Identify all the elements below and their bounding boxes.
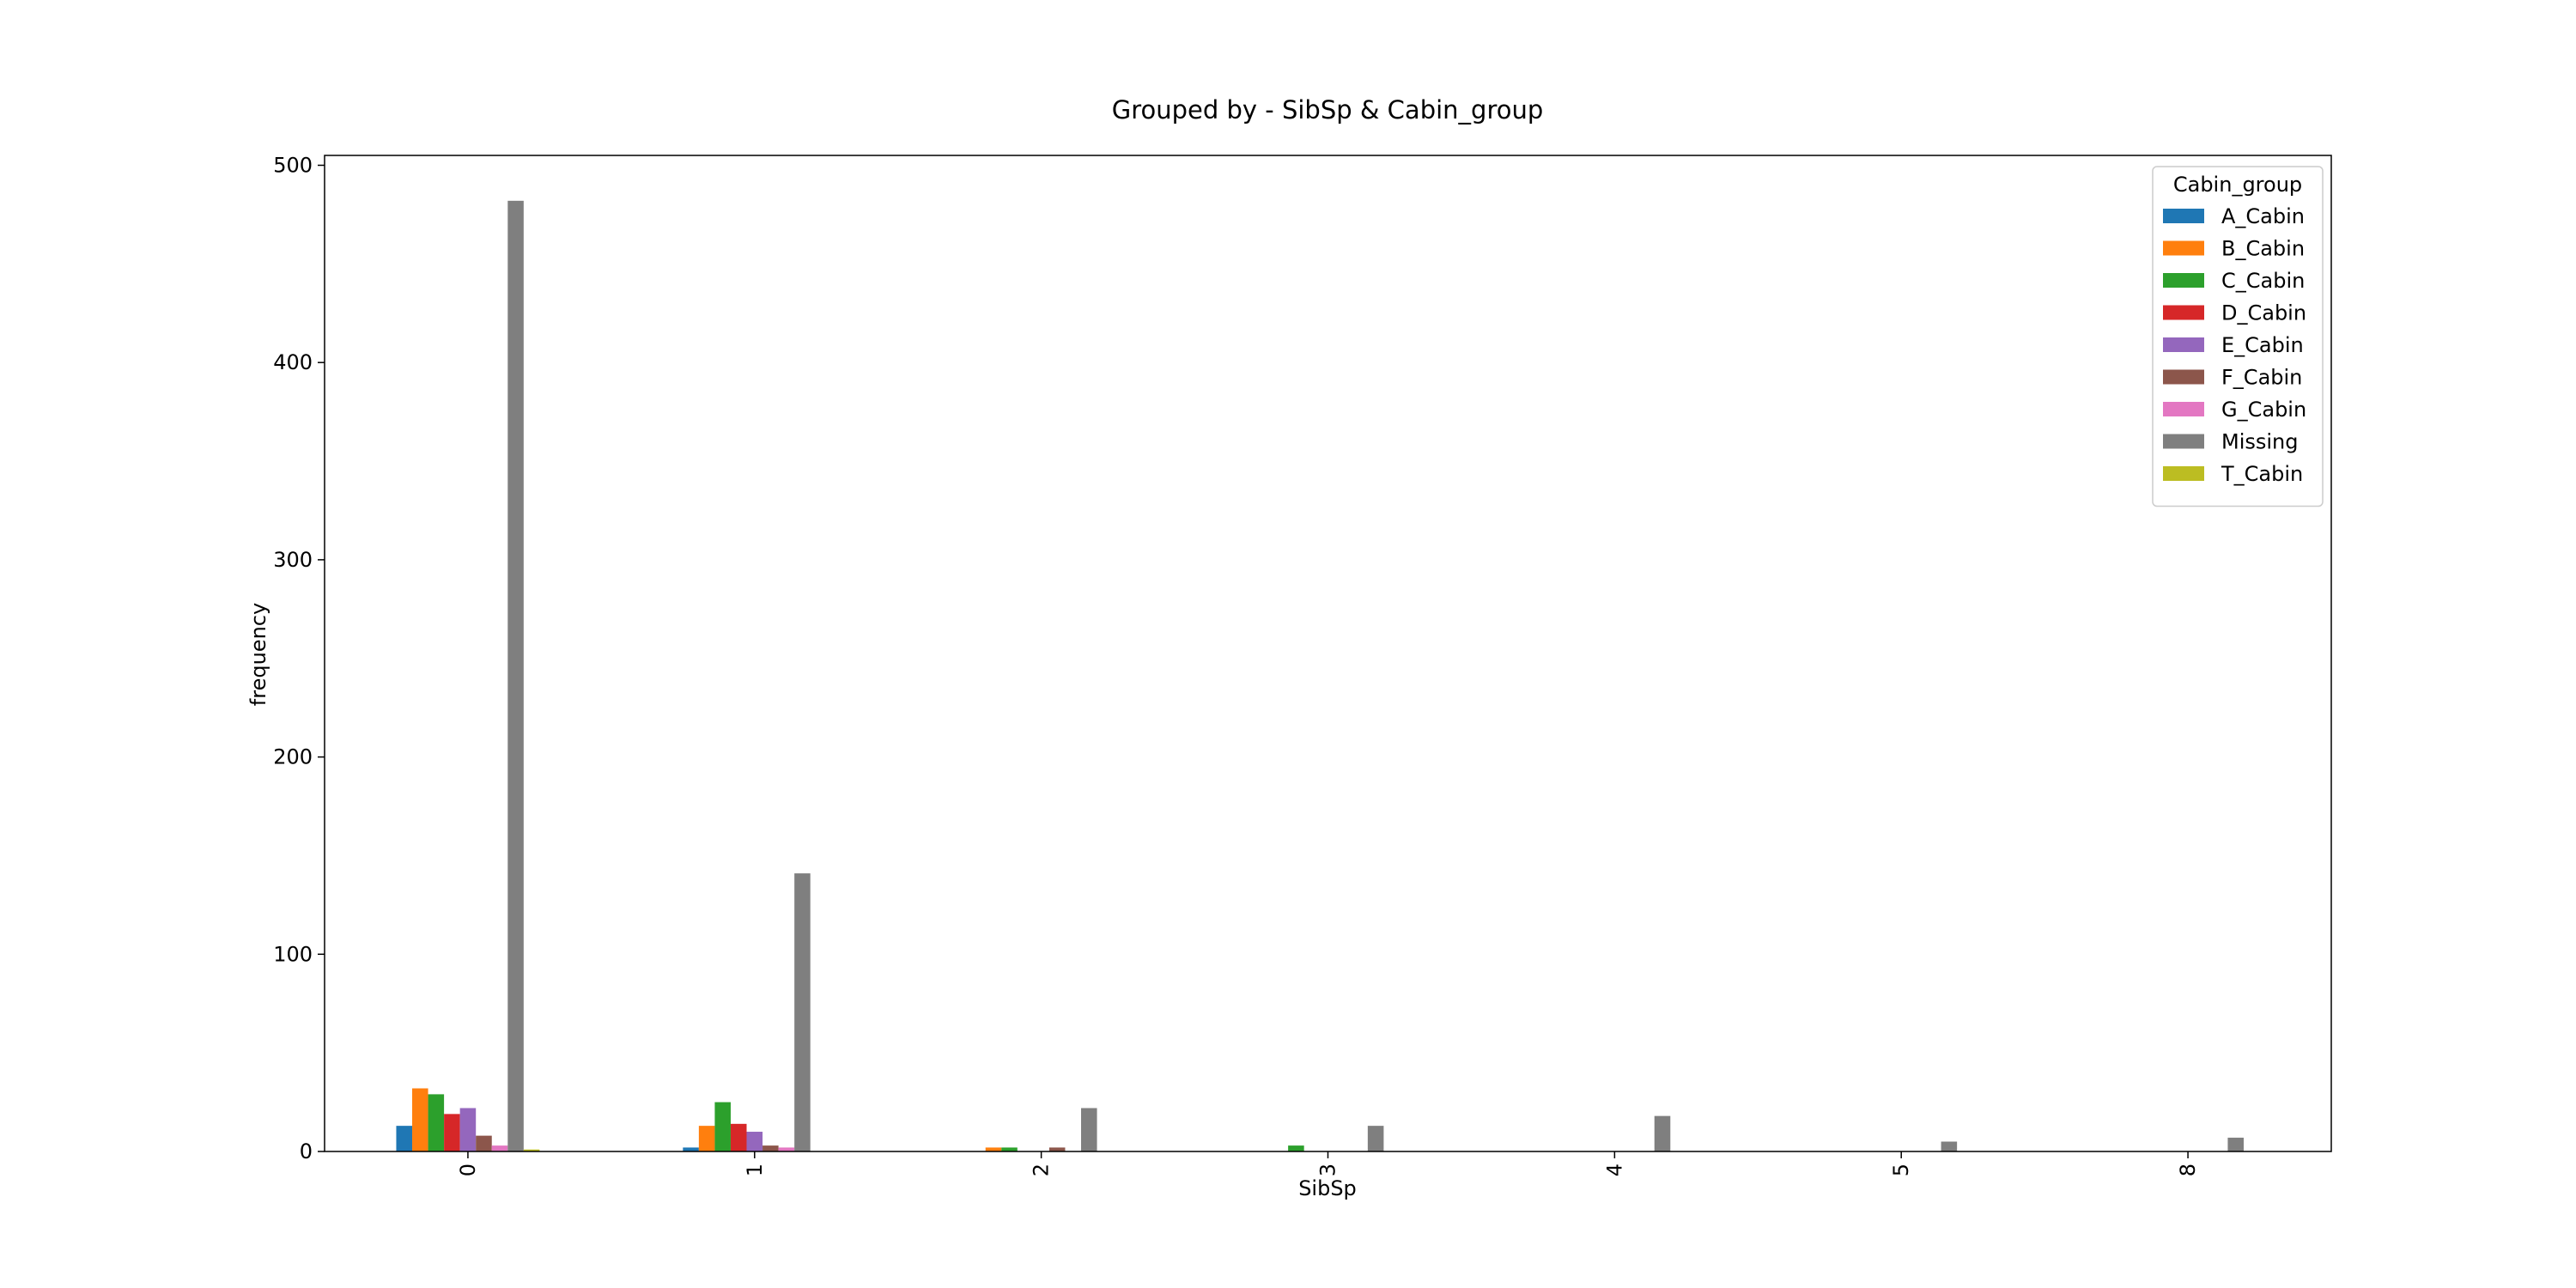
y-tick-label: 200 bbox=[273, 745, 313, 769]
bar-G_Cabin-0 bbox=[491, 1145, 508, 1151]
legend-label-F_Cabin: F_Cabin bbox=[2221, 366, 2302, 390]
legend-swatch-T_Cabin bbox=[2163, 466, 2204, 481]
x-tick-label: 4 bbox=[1602, 1163, 1626, 1176]
bar-Missing-1 bbox=[794, 873, 811, 1151]
y-tick-label: 400 bbox=[273, 350, 313, 374]
legend-label-E_Cabin: E_Cabin bbox=[2221, 333, 2304, 357]
bar-B_Cabin-1 bbox=[698, 1126, 715, 1151]
legend-label-Missing: Missing bbox=[2221, 430, 2299, 454]
legend-label-D_Cabin: D_Cabin bbox=[2221, 301, 2306, 325]
legend-title: Cabin_group bbox=[2173, 173, 2302, 197]
plot-frame bbox=[324, 155, 2332, 1152]
legend-swatch-D_Cabin bbox=[2163, 305, 2204, 320]
bar-D_Cabin-1 bbox=[730, 1123, 747, 1151]
legend-label-C_Cabin: C_Cabin bbox=[2221, 269, 2305, 293]
bar-D_Cabin-0 bbox=[444, 1114, 460, 1151]
bar-C_Cabin-0 bbox=[428, 1094, 445, 1151]
bar-C_Cabin-3 bbox=[1288, 1145, 1304, 1151]
x-tick-label: 3 bbox=[1316, 1163, 1340, 1176]
legend-swatch-F_Cabin bbox=[2163, 369, 2204, 385]
y-tick-label: 300 bbox=[273, 548, 313, 572]
x-tick-label: 8 bbox=[2176, 1163, 2200, 1176]
bar-A_Cabin-1 bbox=[683, 1147, 699, 1151]
legend-swatch-C_Cabin bbox=[2163, 273, 2204, 288]
bar-Missing-4 bbox=[1654, 1115, 1671, 1151]
y-tick-label: 0 bbox=[300, 1139, 313, 1163]
bar-Missing-5 bbox=[1941, 1141, 1958, 1151]
legend-swatch-E_Cabin bbox=[2163, 337, 2204, 352]
x-axis-label: SibSp bbox=[1298, 1176, 1357, 1200]
legend-label-T_Cabin: T_Cabin bbox=[2221, 462, 2303, 486]
bar-Missing-8 bbox=[2227, 1137, 2244, 1151]
bar-A_Cabin-0 bbox=[396, 1126, 413, 1151]
bar-Missing-2 bbox=[1081, 1108, 1097, 1151]
legend-label-G_Cabin: G_Cabin bbox=[2221, 398, 2306, 422]
bar-C_Cabin-1 bbox=[714, 1102, 731, 1151]
x-tick-label: 1 bbox=[743, 1163, 767, 1176]
chart-title: Grouped by - SibSp & Cabin_group bbox=[1112, 95, 1544, 125]
bar-F_Cabin-0 bbox=[476, 1135, 492, 1151]
bar-B_Cabin-2 bbox=[985, 1147, 1002, 1151]
x-tick-label: 5 bbox=[1889, 1163, 1913, 1176]
y-axis-label: frequency bbox=[246, 603, 270, 706]
bar-B_Cabin-0 bbox=[412, 1088, 428, 1151]
y-tick-label: 100 bbox=[273, 942, 313, 966]
bar-E_Cabin-0 bbox=[459, 1108, 477, 1151]
bar-C_Cabin-2 bbox=[1001, 1147, 1018, 1151]
legend-label-A_Cabin: A_Cabin bbox=[2221, 204, 2305, 228]
plot-area: 0 100 200 300 400 500 0 1 2 3 4 5 8 bbox=[273, 153, 2332, 1176]
legend-swatch-A_Cabin bbox=[2163, 209, 2204, 223]
x-tick-label: 0 bbox=[456, 1163, 480, 1176]
legend-label-B_Cabin: B_Cabin bbox=[2221, 237, 2305, 261]
x-tick-label: 2 bbox=[1030, 1163, 1054, 1176]
legend-swatch-G_Cabin bbox=[2163, 402, 2204, 416]
bar-F_Cabin-2 bbox=[1048, 1147, 1066, 1151]
legend-swatch-B_Cabin bbox=[2163, 240, 2204, 256]
legend: Cabin_group A_Cabin B_Cabin C_Cabin D_Cabin E… bbox=[2152, 166, 2324, 507]
bar-Missing-0 bbox=[507, 200, 524, 1152]
y-tick-label: 500 bbox=[273, 153, 313, 177]
bar-G_Cabin-1 bbox=[778, 1147, 795, 1151]
bar-T_Cabin-0 bbox=[523, 1149, 540, 1151]
bar-Missing-3 bbox=[1367, 1126, 1384, 1151]
legend-swatch-Missing bbox=[2163, 434, 2204, 449]
bar-F_Cabin-1 bbox=[762, 1145, 779, 1151]
bar-E_Cabin-1 bbox=[746, 1132, 763, 1151]
